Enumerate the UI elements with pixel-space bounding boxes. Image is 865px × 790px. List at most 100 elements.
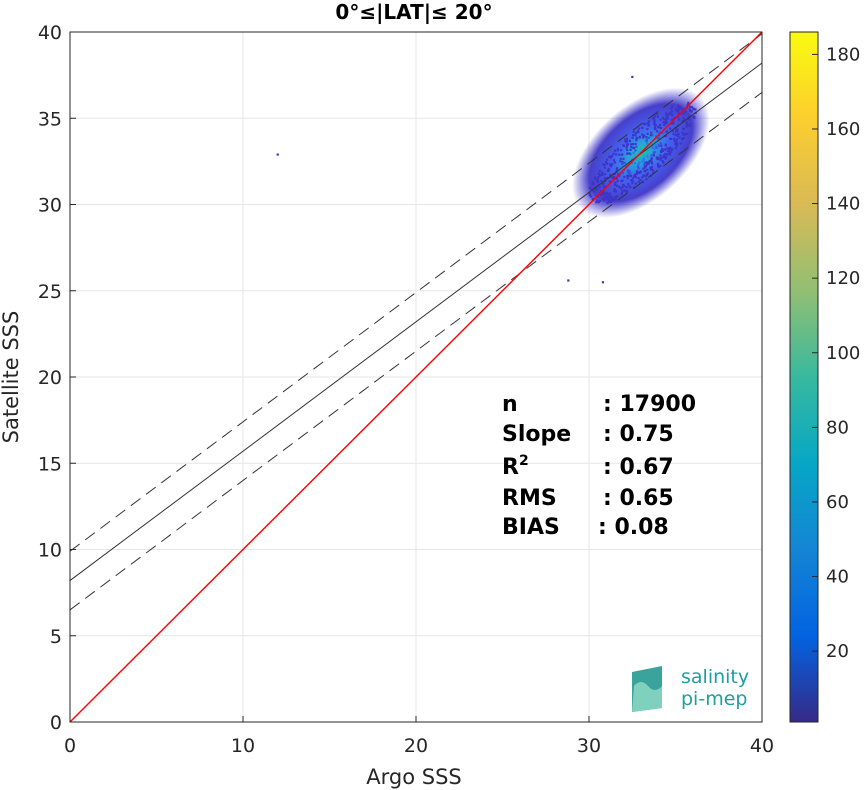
density-point <box>600 192 603 195</box>
density-point <box>661 149 665 152</box>
density-point <box>625 148 629 152</box>
density-point <box>682 116 685 119</box>
density-point <box>642 136 645 139</box>
density-point <box>651 146 654 149</box>
density-point <box>653 127 656 130</box>
colorbar-tick-label: 120 <box>826 268 860 289</box>
density-point <box>654 147 657 150</box>
density-point <box>640 157 644 161</box>
y-axis-title: Satellite SSS <box>0 311 23 444</box>
density-point <box>630 179 633 182</box>
density-point <box>686 132 689 135</box>
density-point <box>609 163 612 166</box>
density-point <box>637 127 640 130</box>
density-point <box>637 177 640 180</box>
density-point <box>639 157 642 161</box>
density-point <box>653 114 657 117</box>
y-tick-label: 40 <box>38 22 62 44</box>
density-point <box>671 148 674 151</box>
fit-lower-dashed-line <box>70 91 762 611</box>
colorbar-frame <box>789 31 819 723</box>
density-point <box>654 126 657 129</box>
density-point <box>669 146 672 149</box>
colorbar-ticks: 20 40 60 80 100 120 140 160 180 <box>812 44 860 662</box>
density-point <box>615 153 618 156</box>
density-point <box>602 163 605 166</box>
density-point <box>664 121 667 124</box>
density-point <box>682 127 685 131</box>
density-point <box>652 169 655 172</box>
density-point <box>663 122 667 125</box>
density-point <box>632 130 635 133</box>
density-point <box>678 106 681 109</box>
density-point <box>634 155 638 158</box>
density-point <box>649 166 652 169</box>
density-point <box>655 146 658 149</box>
density-point <box>646 127 649 131</box>
density-point <box>620 192 623 195</box>
density-point <box>652 152 655 155</box>
stat-value: : 0.65 <box>603 486 674 511</box>
density-point <box>642 122 646 125</box>
density-point <box>610 176 613 179</box>
density-point <box>628 152 631 155</box>
density-point <box>629 174 633 178</box>
density-point <box>607 197 610 200</box>
regression-lines <box>70 32 762 722</box>
density-point <box>619 187 623 190</box>
density-point <box>616 179 619 183</box>
identity-line <box>70 32 762 722</box>
density-point <box>631 136 634 139</box>
density-point <box>636 170 639 174</box>
density-point <box>651 162 654 165</box>
density-point <box>671 122 674 125</box>
density-point <box>601 173 604 176</box>
density-point <box>637 159 640 162</box>
density-point <box>601 171 604 174</box>
density-point <box>662 154 666 157</box>
density-point <box>659 126 663 130</box>
density-point <box>641 126 644 130</box>
density-point <box>658 134 661 137</box>
density-point <box>595 199 599 202</box>
colorbar-tick-label: 100 <box>826 343 860 364</box>
density-point <box>666 150 669 153</box>
density-point <box>627 143 630 146</box>
colorbar-tick-label: 40 <box>826 567 849 588</box>
density-point <box>636 165 640 168</box>
density-point <box>607 167 610 170</box>
density-point <box>604 185 607 188</box>
density-point <box>676 142 679 146</box>
density-point <box>645 148 649 152</box>
density-point <box>668 152 672 156</box>
density-point <box>613 161 616 164</box>
density-point <box>639 148 643 151</box>
density-point <box>631 177 635 180</box>
density-point <box>662 155 665 159</box>
density-point <box>646 161 649 164</box>
density-point <box>634 158 637 162</box>
density-point <box>601 193 604 197</box>
density-point <box>606 169 609 172</box>
density-point <box>664 157 667 160</box>
density-point <box>634 182 637 185</box>
density-point <box>606 195 609 199</box>
stat-label: Slope <box>502 422 571 447</box>
density-point <box>669 111 672 114</box>
density-point <box>638 171 642 174</box>
density-point <box>666 117 669 120</box>
density-point <box>644 123 647 126</box>
x-tick-label: 10 <box>231 735 255 757</box>
x-axis-ticks: 0 10 20 30 40 <box>64 716 774 757</box>
density-point <box>611 197 614 200</box>
density-point <box>672 121 675 125</box>
chart-title: 0°≤|LAT|≤ 20° <box>335 0 492 24</box>
density-point <box>683 118 686 122</box>
density-point <box>632 175 636 178</box>
density-point <box>665 112 668 115</box>
density-point <box>635 172 639 175</box>
density-point <box>665 118 668 122</box>
density-point <box>606 162 609 165</box>
density-point <box>594 189 597 192</box>
density-point <box>628 139 631 143</box>
